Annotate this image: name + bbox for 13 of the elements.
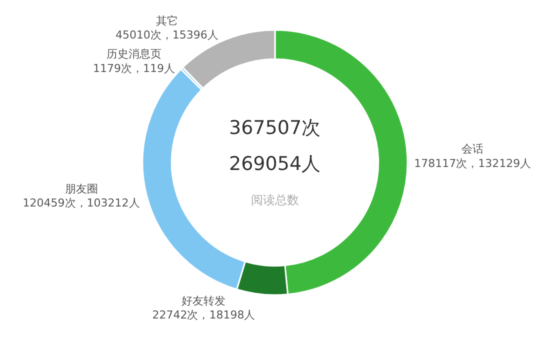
data-label: 120459次，103212人 — [22, 196, 140, 210]
data-label: 178117次，132129人 — [414, 156, 532, 170]
text: 阅读总数 — [251, 193, 299, 207]
text: 367507次 — [229, 117, 321, 139]
slice-label: 好友转发 — [182, 294, 226, 308]
data-label: 22742次，18198人 — [152, 308, 256, 322]
slice-label: 朋友圈 — [64, 182, 98, 196]
slice-label: 历史消息页 — [106, 48, 162, 61]
data-label: 1179次，119人 — [93, 62, 176, 76]
text: 269054人 — [229, 153, 321, 175]
slice-label: 其它 — [156, 14, 178, 28]
slice-label: 会话 — [462, 142, 484, 156]
data-label: 45010次，15396人 — [115, 28, 218, 42]
